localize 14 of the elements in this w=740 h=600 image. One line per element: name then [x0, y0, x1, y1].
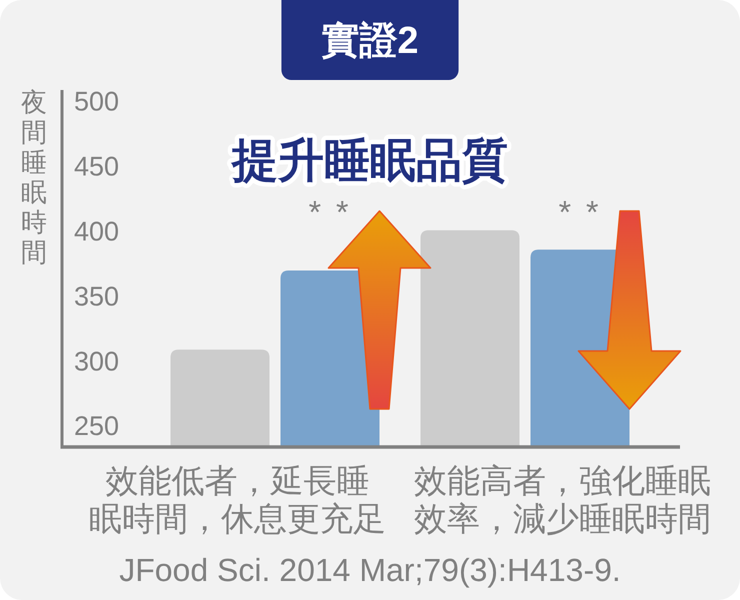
y-tick-label: 500 [74, 86, 120, 117]
text: 提升睡眠品質 [230, 134, 508, 186]
y-tick-label: 400 [74, 216, 120, 246]
annotation: * * [558, 194, 602, 230]
y-tick-label: 300 [74, 346, 120, 376]
annotation: * * [308, 194, 352, 230]
y-tick-label: 450 [74, 152, 120, 182]
chart-title: 實證2 [321, 20, 419, 62]
x-tick-label: 效能低者，延長睡眠時間，休息更充足 [89, 462, 386, 537]
y-tick-label: 350 [74, 281, 120, 312]
y-axis-title: 夜間睡眠時間 [21, 87, 47, 267]
text: JFood Sci. 2014 Mar;79(3):H413-9. [119, 552, 621, 588]
y-tick-label: 250 [74, 411, 120, 442]
x-tick-label: 效能高者，強化睡眠效率，減少睡眠時間 [414, 462, 711, 537]
